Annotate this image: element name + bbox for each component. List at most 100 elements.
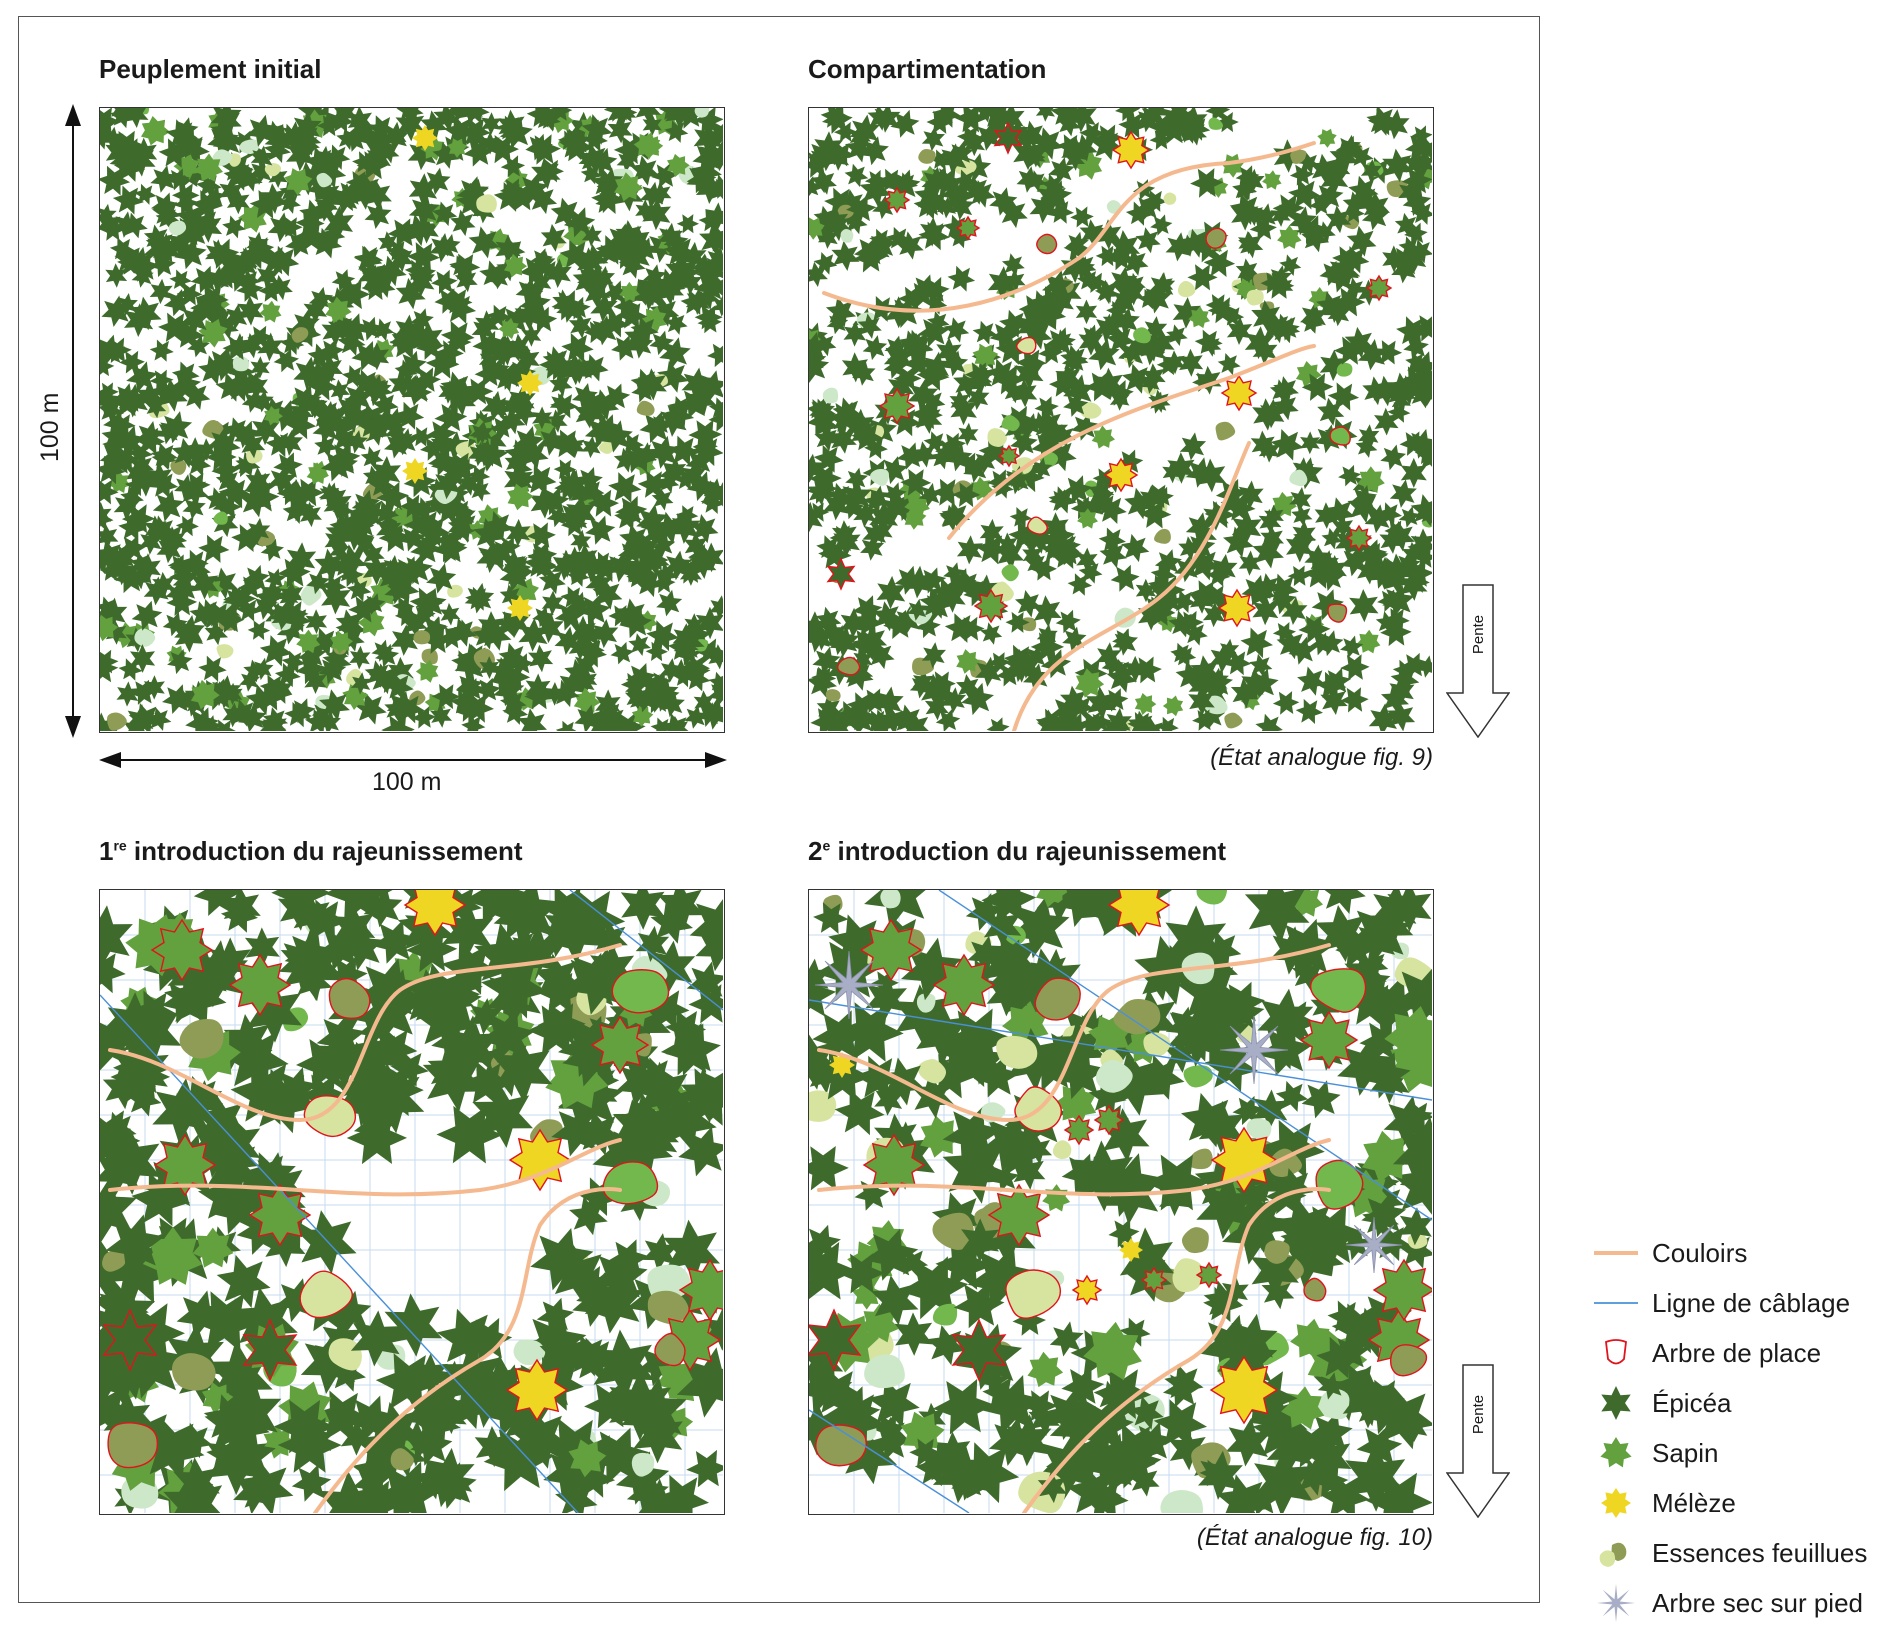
spruce-tree	[387, 656, 414, 687]
spruce-tree	[836, 1002, 904, 1062]
spruce-tree	[670, 658, 692, 683]
tree-of-place	[809, 1308, 862, 1372]
spruce-tree	[423, 1447, 475, 1504]
spruce-tree	[1324, 890, 1366, 914]
spruce-tree	[1402, 559, 1432, 588]
spruce-tree	[222, 702, 245, 728]
spruce-tree	[659, 337, 691, 370]
spruce-tree	[1387, 701, 1416, 731]
spruce-tree	[642, 197, 671, 231]
spruce-tree	[284, 410, 317, 440]
spruce-tree	[1105, 1423, 1163, 1476]
spruce-tree	[663, 715, 688, 731]
spruce-tree	[833, 701, 867, 731]
spruce-tree	[1289, 163, 1315, 186]
tree-of-place	[1016, 336, 1037, 355]
spruce-tree	[175, 515, 199, 537]
spruce-tree	[570, 615, 596, 646]
spruce-tree	[314, 548, 346, 582]
spruce-tree	[1258, 508, 1282, 535]
spruce-tree	[642, 685, 673, 714]
spruce-tree	[130, 644, 156, 673]
spruce-tree	[278, 192, 301, 214]
spruce-tree	[1100, 1108, 1150, 1163]
spruce-tree	[228, 359, 256, 384]
spruce-tree	[1331, 1334, 1370, 1372]
spruce-tree	[846, 408, 875, 441]
spruce-tree	[404, 259, 429, 282]
spruce-tree	[601, 383, 631, 411]
spruce-tree	[834, 1089, 885, 1136]
spruce-tree	[1399, 431, 1427, 456]
spruce-tree	[1215, 112, 1239, 133]
spruce-tree	[1404, 222, 1428, 245]
spruce-tree	[152, 571, 176, 598]
spruce-tree	[286, 495, 315, 522]
spruce-tree	[621, 1377, 687, 1447]
spruce-tree	[414, 215, 439, 244]
spruce-tree	[394, 314, 422, 345]
spruce-tree	[435, 340, 464, 366]
spruce-tree	[387, 218, 420, 248]
spruce-tree	[293, 356, 325, 390]
spruce-tree	[389, 1050, 429, 1087]
spruce-tree	[575, 638, 607, 668]
spruce-tree	[110, 413, 136, 437]
spruce-tree	[1110, 564, 1140, 592]
broadleaf-tree	[1181, 1227, 1209, 1254]
spruce-tree	[969, 367, 993, 394]
spruce-tree	[371, 919, 418, 964]
spruce-tree	[646, 940, 696, 994]
spruce-tree	[864, 890, 926, 929]
spruce-tree	[988, 1416, 1038, 1466]
spruce-tree	[556, 294, 584, 323]
spruce-tree	[478, 348, 500, 372]
spruce-tree	[212, 493, 235, 517]
spruce-tree	[1020, 948, 1071, 1002]
spruce-tree	[173, 320, 205, 349]
spruce-tree	[100, 165, 131, 196]
spruce-tree	[426, 563, 457, 594]
spruce-tree	[1168, 1427, 1208, 1471]
spruce-tree	[1061, 136, 1089, 167]
tree-of-place	[1389, 1344, 1428, 1377]
spruce-tree	[1403, 334, 1429, 360]
spruce-tree	[267, 245, 300, 277]
spruce-tree	[936, 337, 962, 367]
spruce-tree	[1326, 264, 1356, 293]
spruce-tree	[1401, 1101, 1432, 1131]
spruce-tree	[1308, 194, 1332, 216]
spruce-tree	[363, 593, 386, 615]
spruce-tree	[987, 266, 1018, 300]
spruce-tree	[587, 489, 619, 517]
fir-tree	[667, 153, 690, 177]
spruce-tree	[1203, 249, 1236, 277]
spruce-tree	[828, 914, 887, 971]
spruce-tree	[205, 443, 237, 471]
spruce-tree	[607, 108, 637, 128]
spruce-tree	[1388, 676, 1415, 706]
spruce-tree	[449, 519, 476, 542]
fir-tree	[619, 281, 640, 302]
spruce-tree	[317, 354, 343, 383]
spruce-tree	[317, 710, 341, 731]
spruce-tree	[1138, 499, 1172, 529]
spruce-tree	[390, 624, 420, 656]
spruce-tree	[539, 486, 570, 516]
spruce-tree	[1144, 484, 1172, 509]
spruce-tree	[468, 226, 500, 259]
cable-line	[569, 890, 723, 1011]
spruce-tree	[150, 165, 178, 193]
spruce-tree	[100, 218, 126, 241]
spruce-tree	[877, 168, 904, 193]
spruce-tree	[394, 605, 419, 627]
spruce-tree	[236, 598, 262, 622]
spruce-tree	[1358, 949, 1389, 980]
spruce-tree	[883, 340, 915, 374]
spruce-tree	[1264, 504, 1284, 527]
spruce-tree	[526, 108, 557, 128]
spruce-tree	[1386, 376, 1417, 409]
spruce-tree	[1240, 627, 1273, 659]
spruce-tree	[196, 438, 217, 461]
spruce-tree	[348, 596, 379, 623]
